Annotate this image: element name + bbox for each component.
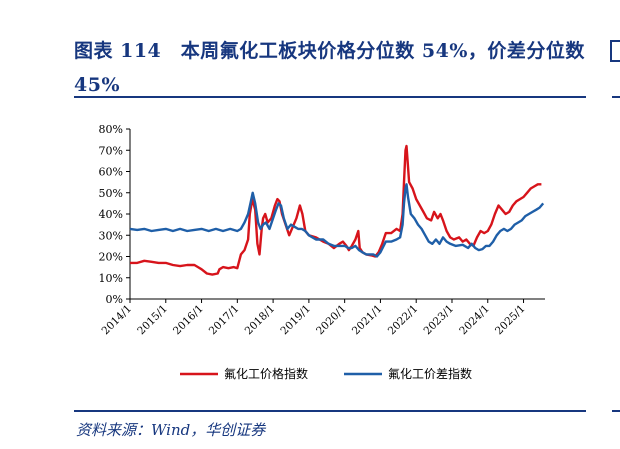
x-tick-label: 2024/1 [457,303,492,338]
x-tick-label: 2015/1 [135,303,170,338]
y-tick-label: 40% [99,208,123,221]
y-tick-label: 20% [99,251,123,264]
source-note: 资料来源：Wind，华创证券 [76,421,266,439]
x-tick-label: 2025/1 [493,303,528,338]
x-tick-label: 2022/1 [386,303,421,338]
spread-index-line [129,183,545,258]
y-tick-label: 70% [99,144,123,157]
x-tick-label: 2021/1 [350,303,385,338]
chart-legend: 氟化工价格指数 氟化工价差指数 [180,366,472,381]
y-tick-label: 60% [99,166,123,179]
source-divider [74,410,586,412]
y-tick-label: 10% [99,272,123,285]
legend-label-price: 氟化工价格指数 [224,366,308,381]
x-tick-label: 2016/1 [171,303,206,338]
title-divider [74,96,586,98]
x-tick-label: 2019/1 [278,303,313,338]
x-tick-label: 2017/1 [207,303,242,338]
y-tick-label: 80% [99,123,123,136]
y-tick-label: 30% [99,229,123,242]
x-tick-label: 2023/1 [421,303,456,338]
adjacent-figure-fragment [610,40,620,62]
y-tick-label: 50% [99,187,123,200]
legend-label-spread: 氟化工价差指数 [388,366,472,381]
x-tick-label: 2014/1 [100,303,135,338]
x-tick-label: 2020/1 [314,303,349,338]
adjacent-divider-fragment-bottom [612,410,620,412]
price-index-line [130,144,542,276]
adjacent-divider-fragment [612,96,620,98]
figure-title: 图表 114 本周氟化工板块价格分位数 54%，价差分位数 45% [74,40,585,96]
x-tick-label: 2018/1 [243,303,278,338]
chart-series [129,144,545,276]
y-tick-label: 0% [106,293,123,306]
